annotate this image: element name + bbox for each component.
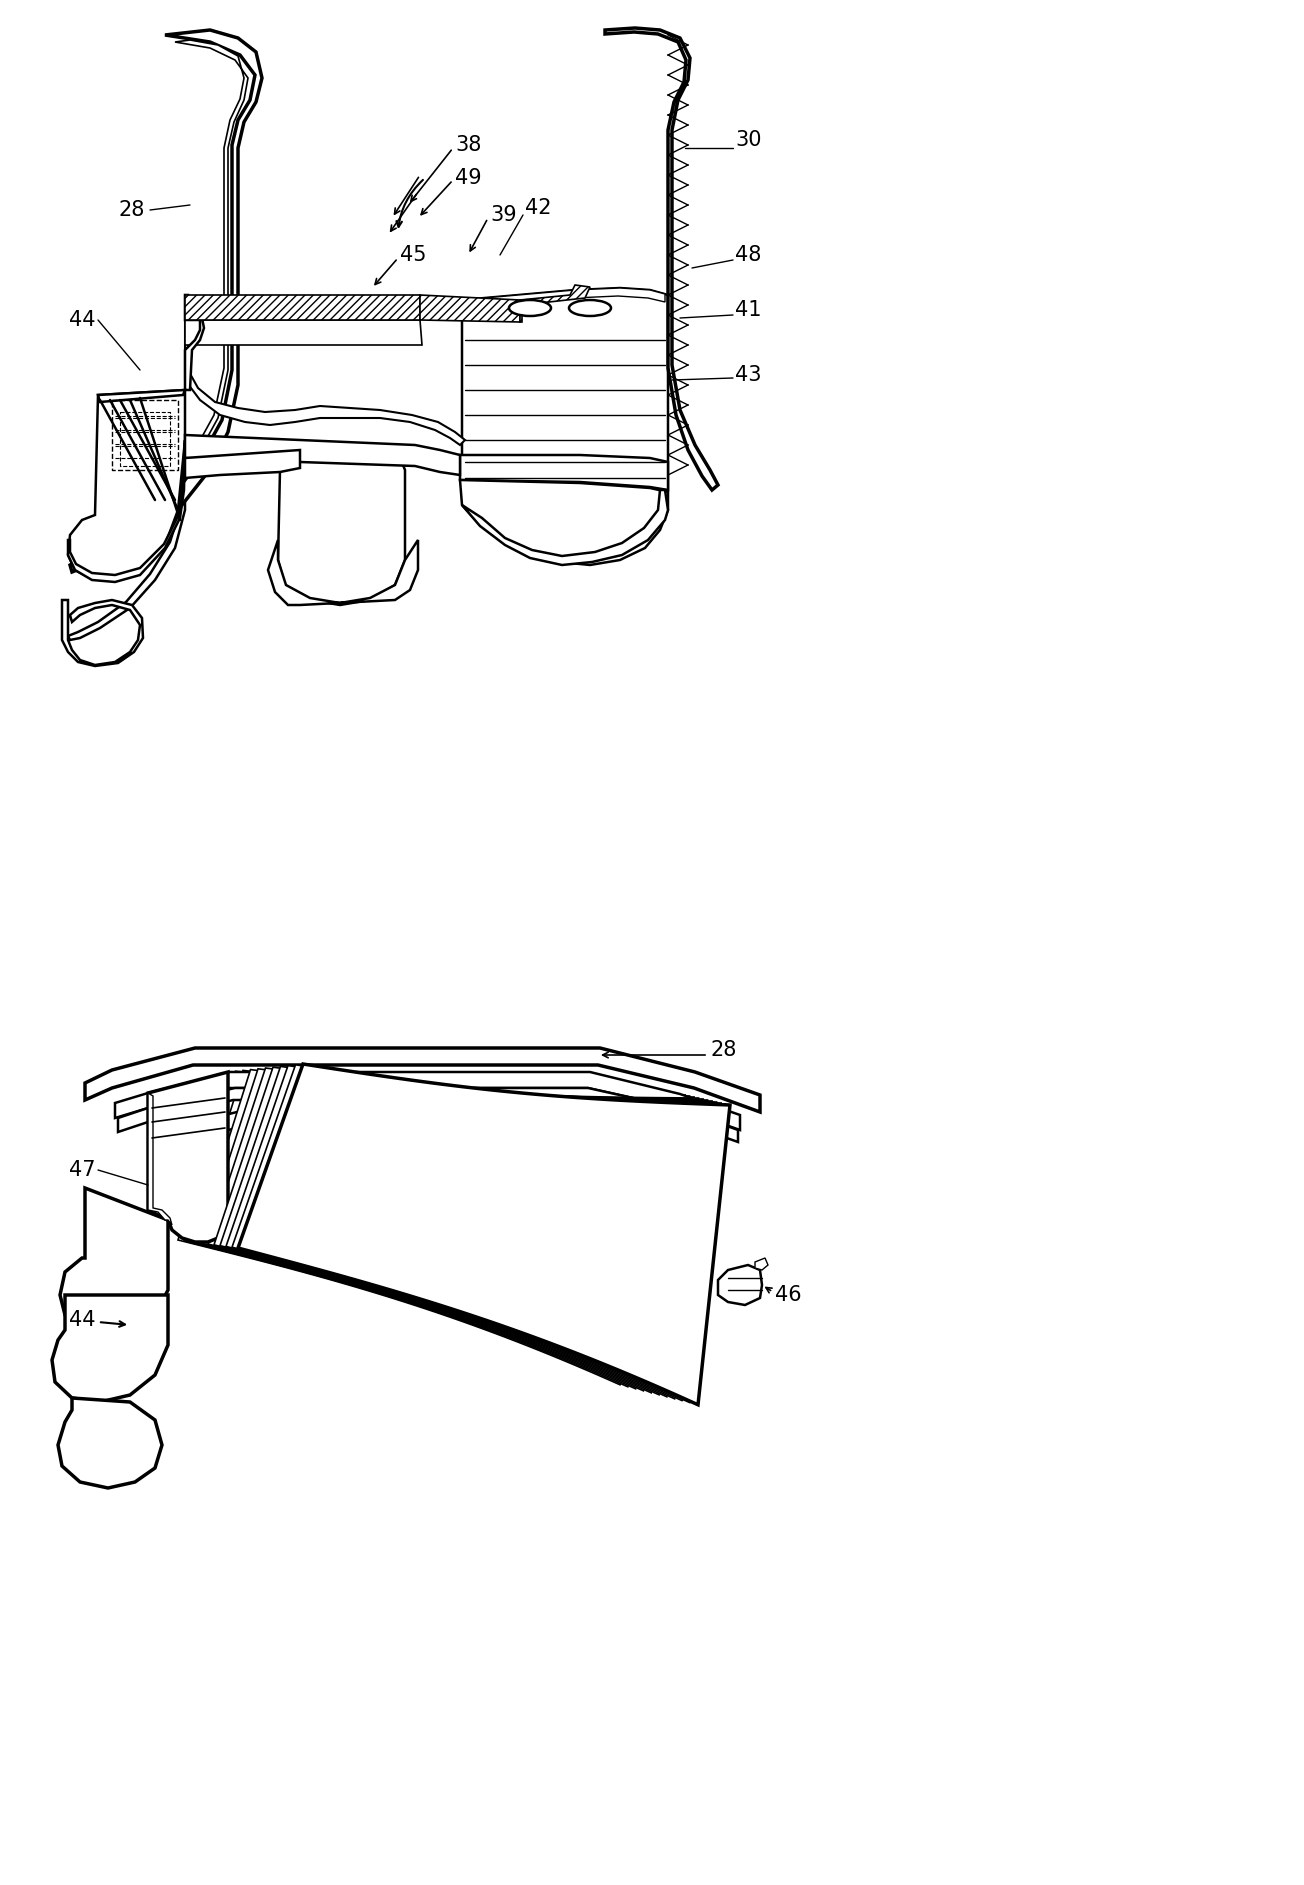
Polygon shape: [184, 1071, 690, 1387]
Polygon shape: [719, 1265, 762, 1304]
Polygon shape: [52, 1295, 168, 1402]
Text: 41: 41: [735, 300, 762, 320]
Polygon shape: [462, 288, 668, 492]
Ellipse shape: [509, 300, 552, 317]
Polygon shape: [185, 320, 422, 345]
Polygon shape: [226, 1065, 721, 1401]
Polygon shape: [239, 1063, 730, 1404]
Polygon shape: [185, 294, 466, 445]
Text: 49: 49: [455, 168, 481, 188]
Text: 42: 42: [526, 198, 552, 219]
Ellipse shape: [569, 300, 612, 317]
Polygon shape: [202, 1069, 703, 1393]
Polygon shape: [60, 1188, 168, 1335]
Polygon shape: [147, 1073, 228, 1242]
Polygon shape: [57, 1399, 162, 1487]
Text: 39: 39: [490, 205, 516, 224]
Polygon shape: [755, 1257, 768, 1270]
Polygon shape: [605, 28, 719, 490]
Polygon shape: [232, 1065, 725, 1402]
Text: 28: 28: [119, 200, 145, 221]
Polygon shape: [98, 390, 185, 402]
Polygon shape: [520, 285, 589, 322]
Text: 43: 43: [735, 366, 762, 385]
Text: 38: 38: [455, 136, 481, 155]
Polygon shape: [63, 599, 143, 665]
Polygon shape: [185, 451, 300, 479]
Polygon shape: [220, 1118, 655, 1172]
Polygon shape: [68, 479, 185, 641]
Polygon shape: [68, 439, 185, 582]
Polygon shape: [462, 490, 668, 566]
Text: 46: 46: [775, 1286, 802, 1304]
Polygon shape: [70, 30, 262, 571]
Polygon shape: [175, 1101, 705, 1156]
Polygon shape: [185, 294, 420, 320]
Polygon shape: [214, 1067, 712, 1397]
Polygon shape: [269, 1133, 589, 1184]
Polygon shape: [460, 481, 668, 566]
Text: 44: 44: [69, 309, 95, 330]
Polygon shape: [185, 435, 460, 475]
Polygon shape: [278, 445, 406, 605]
Polygon shape: [115, 1073, 739, 1129]
Polygon shape: [185, 294, 203, 390]
Polygon shape: [196, 1069, 699, 1391]
Polygon shape: [209, 1069, 708, 1395]
Polygon shape: [85, 1048, 760, 1112]
Text: 48: 48: [735, 245, 762, 266]
Polygon shape: [179, 1073, 685, 1385]
Polygon shape: [462, 288, 665, 307]
Polygon shape: [78, 40, 248, 564]
Text: 44: 44: [69, 1310, 95, 1331]
Text: 47: 47: [69, 1159, 95, 1180]
Text: 45: 45: [400, 245, 426, 266]
Text: 28: 28: [709, 1041, 737, 1059]
Polygon shape: [117, 1088, 738, 1142]
Polygon shape: [460, 454, 668, 490]
Polygon shape: [147, 1093, 172, 1225]
Polygon shape: [68, 390, 185, 581]
Polygon shape: [420, 294, 520, 322]
Polygon shape: [190, 1071, 694, 1389]
Text: 30: 30: [735, 130, 762, 151]
Polygon shape: [269, 539, 419, 605]
Polygon shape: [220, 1067, 716, 1399]
